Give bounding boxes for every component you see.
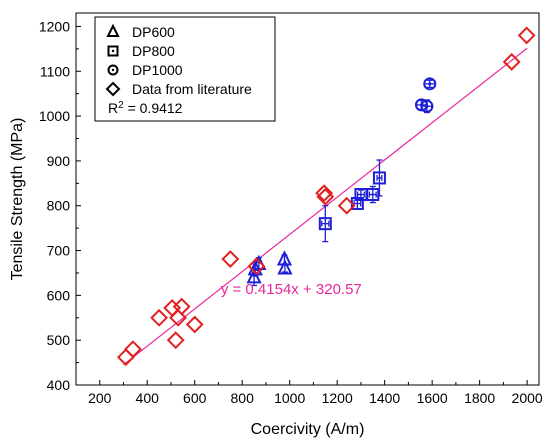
x-tick-label: 1800	[464, 390, 495, 406]
data-point-dp800	[318, 217, 332, 231]
x-tick-label: 400	[136, 390, 160, 406]
x-tick-label: 2000	[512, 390, 543, 406]
y-tick-label: 1200	[39, 18, 70, 34]
legend-label-dp600: DP600	[132, 24, 175, 40]
x-axis-title: Coercivity (A/m)	[251, 421, 365, 438]
x-tick-label: 1000	[274, 390, 305, 406]
r-squared-prefix: R	[108, 100, 118, 116]
data-point-data-from-literature	[185, 315, 204, 334]
data-point-data-from-literature	[517, 26, 536, 45]
data-point-center-dot	[356, 202, 359, 205]
axis-ticks-layer: 200 400 600 800 1000 1200 1400 1600 1800 2000 400 5…	[39, 18, 543, 406]
data-point-data-from-literature	[221, 250, 240, 268]
r-squared-label: R2 = 0.9412	[108, 100, 183, 117]
plot-frame	[75, 12, 540, 386]
legend-label-data-from-literature: Data from literature	[132, 81, 252, 97]
x-tick-label: 200	[88, 390, 112, 406]
y-tick-label: 700	[47, 243, 71, 259]
y-tick-label: 400	[47, 377, 71, 393]
series-dp1000	[414, 77, 437, 114]
data-point-data-from-literature	[247, 257, 266, 276]
y-tick-label: 900	[47, 153, 71, 169]
data-point-dp800	[366, 188, 380, 202]
y-tick-label: 800	[47, 198, 71, 214]
data-point-center-dot	[428, 82, 432, 86]
legend-marker-data-from-literature	[105, 81, 121, 97]
x-tick-label: 1400	[369, 390, 400, 406]
y-axis-title: Tensile Strength (MPa)	[9, 118, 26, 281]
r-squared-superscript: 2	[118, 100, 124, 111]
data-point-center-dot	[371, 193, 374, 196]
fit-equation-label: y = 0.4154x + 320.57	[221, 281, 362, 298]
legend: DP600 DP800 DP1000 Data from literature R2 …	[94, 16, 276, 122]
data-point-dp1000	[423, 77, 437, 91]
r-squared-value: = 0.9412	[124, 100, 183, 116]
data-point-center-dot	[359, 193, 363, 196]
y-tick-label: 1100	[40, 63, 70, 79]
data-point-center-dot	[324, 222, 327, 225]
series-dp800	[318, 159, 386, 243]
data-point-data-from-literature	[172, 297, 191, 316]
data-point-data-from-literature	[337, 196, 356, 215]
data-points-layer	[116, 26, 536, 367]
y-tick-label: 500	[47, 332, 71, 348]
legend-label-dp800: DP800	[132, 43, 175, 59]
series-data-from-literature	[116, 26, 536, 367]
data-point-dp800	[372, 171, 386, 185]
data-point-center-dot	[378, 176, 381, 180]
data-point-data-from-literature	[169, 308, 188, 327]
legend-marker-dp600	[106, 23, 120, 37]
data-point-dp600	[277, 259, 293, 275]
legend-box	[94, 16, 276, 122]
x-tick-label: 1200	[322, 390, 353, 406]
x-tick-label: 1600	[417, 390, 448, 406]
data-point-data-from-literature	[316, 187, 335, 206]
legend-items: DP600 DP800 DP1000 Data from literature	[105, 23, 252, 97]
data-point-dp1000	[420, 99, 434, 113]
data-point-data-from-literature	[315, 184, 334, 203]
legend-marker-dp800	[107, 45, 119, 57]
data-point-center-dot	[425, 104, 429, 108]
legend-marker-dot	[111, 68, 115, 72]
data-point-data-from-literature	[150, 308, 169, 327]
y-tick-label: 1000	[39, 108, 70, 124]
data-point-data-from-literature	[166, 331, 185, 350]
legend-label-dp1000: DP1000	[132, 62, 183, 78]
y-tick-label: 600	[47, 287, 71, 303]
x-tick-label: 600	[183, 390, 207, 406]
legend-marker-dp1000	[107, 64, 119, 76]
data-point-data-from-literature	[502, 52, 521, 71]
legend-marker-dot	[111, 49, 115, 53]
x-tick-label: 800	[231, 390, 255, 406]
data-point-data-from-literature	[124, 340, 142, 359]
